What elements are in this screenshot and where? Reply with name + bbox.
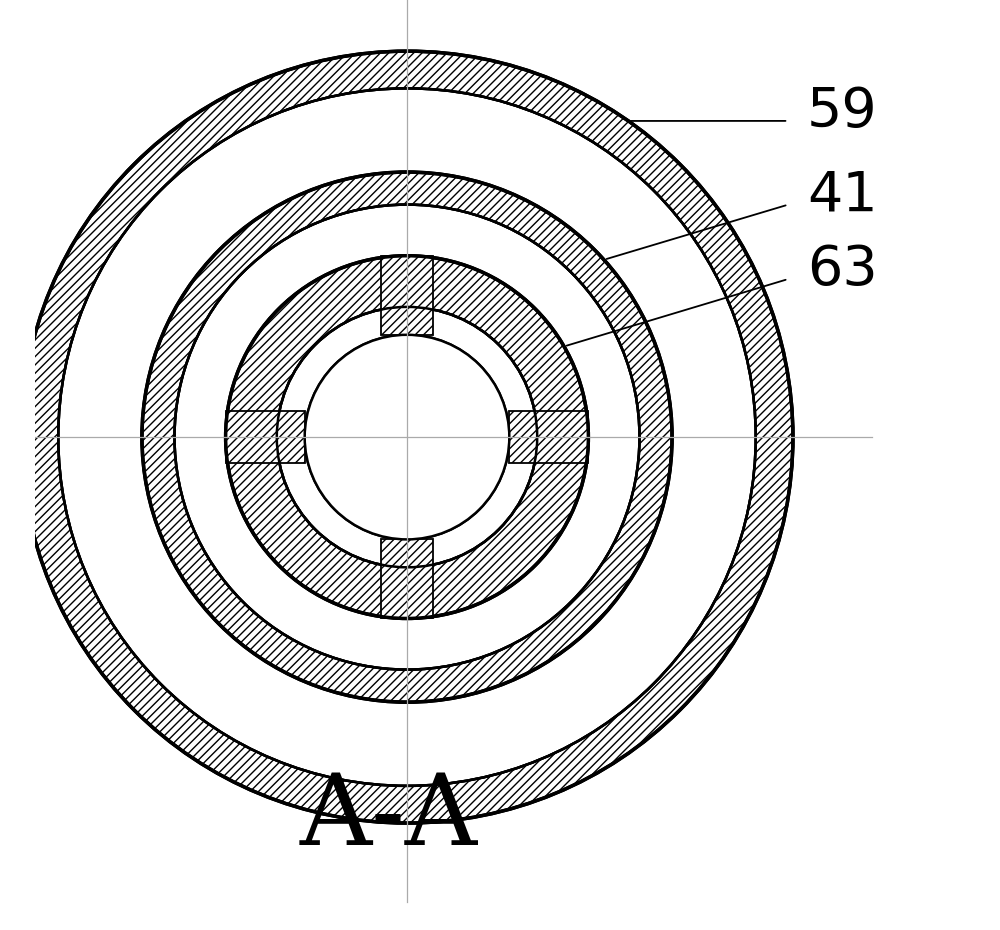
Text: A-A: A-A (299, 770, 477, 867)
Circle shape (175, 205, 640, 670)
Bar (509, 411, 588, 463)
Text: 41: 41 (807, 168, 878, 222)
Text: 59: 59 (807, 85, 878, 139)
Bar (226, 411, 305, 463)
Circle shape (21, 51, 793, 823)
Text: 63: 63 (807, 243, 878, 297)
Circle shape (226, 256, 588, 618)
Circle shape (58, 88, 756, 786)
Bar (381, 256, 433, 335)
Circle shape (142, 172, 672, 702)
Bar (381, 539, 433, 618)
Circle shape (277, 307, 537, 567)
Circle shape (305, 335, 509, 539)
Circle shape (305, 335, 509, 539)
